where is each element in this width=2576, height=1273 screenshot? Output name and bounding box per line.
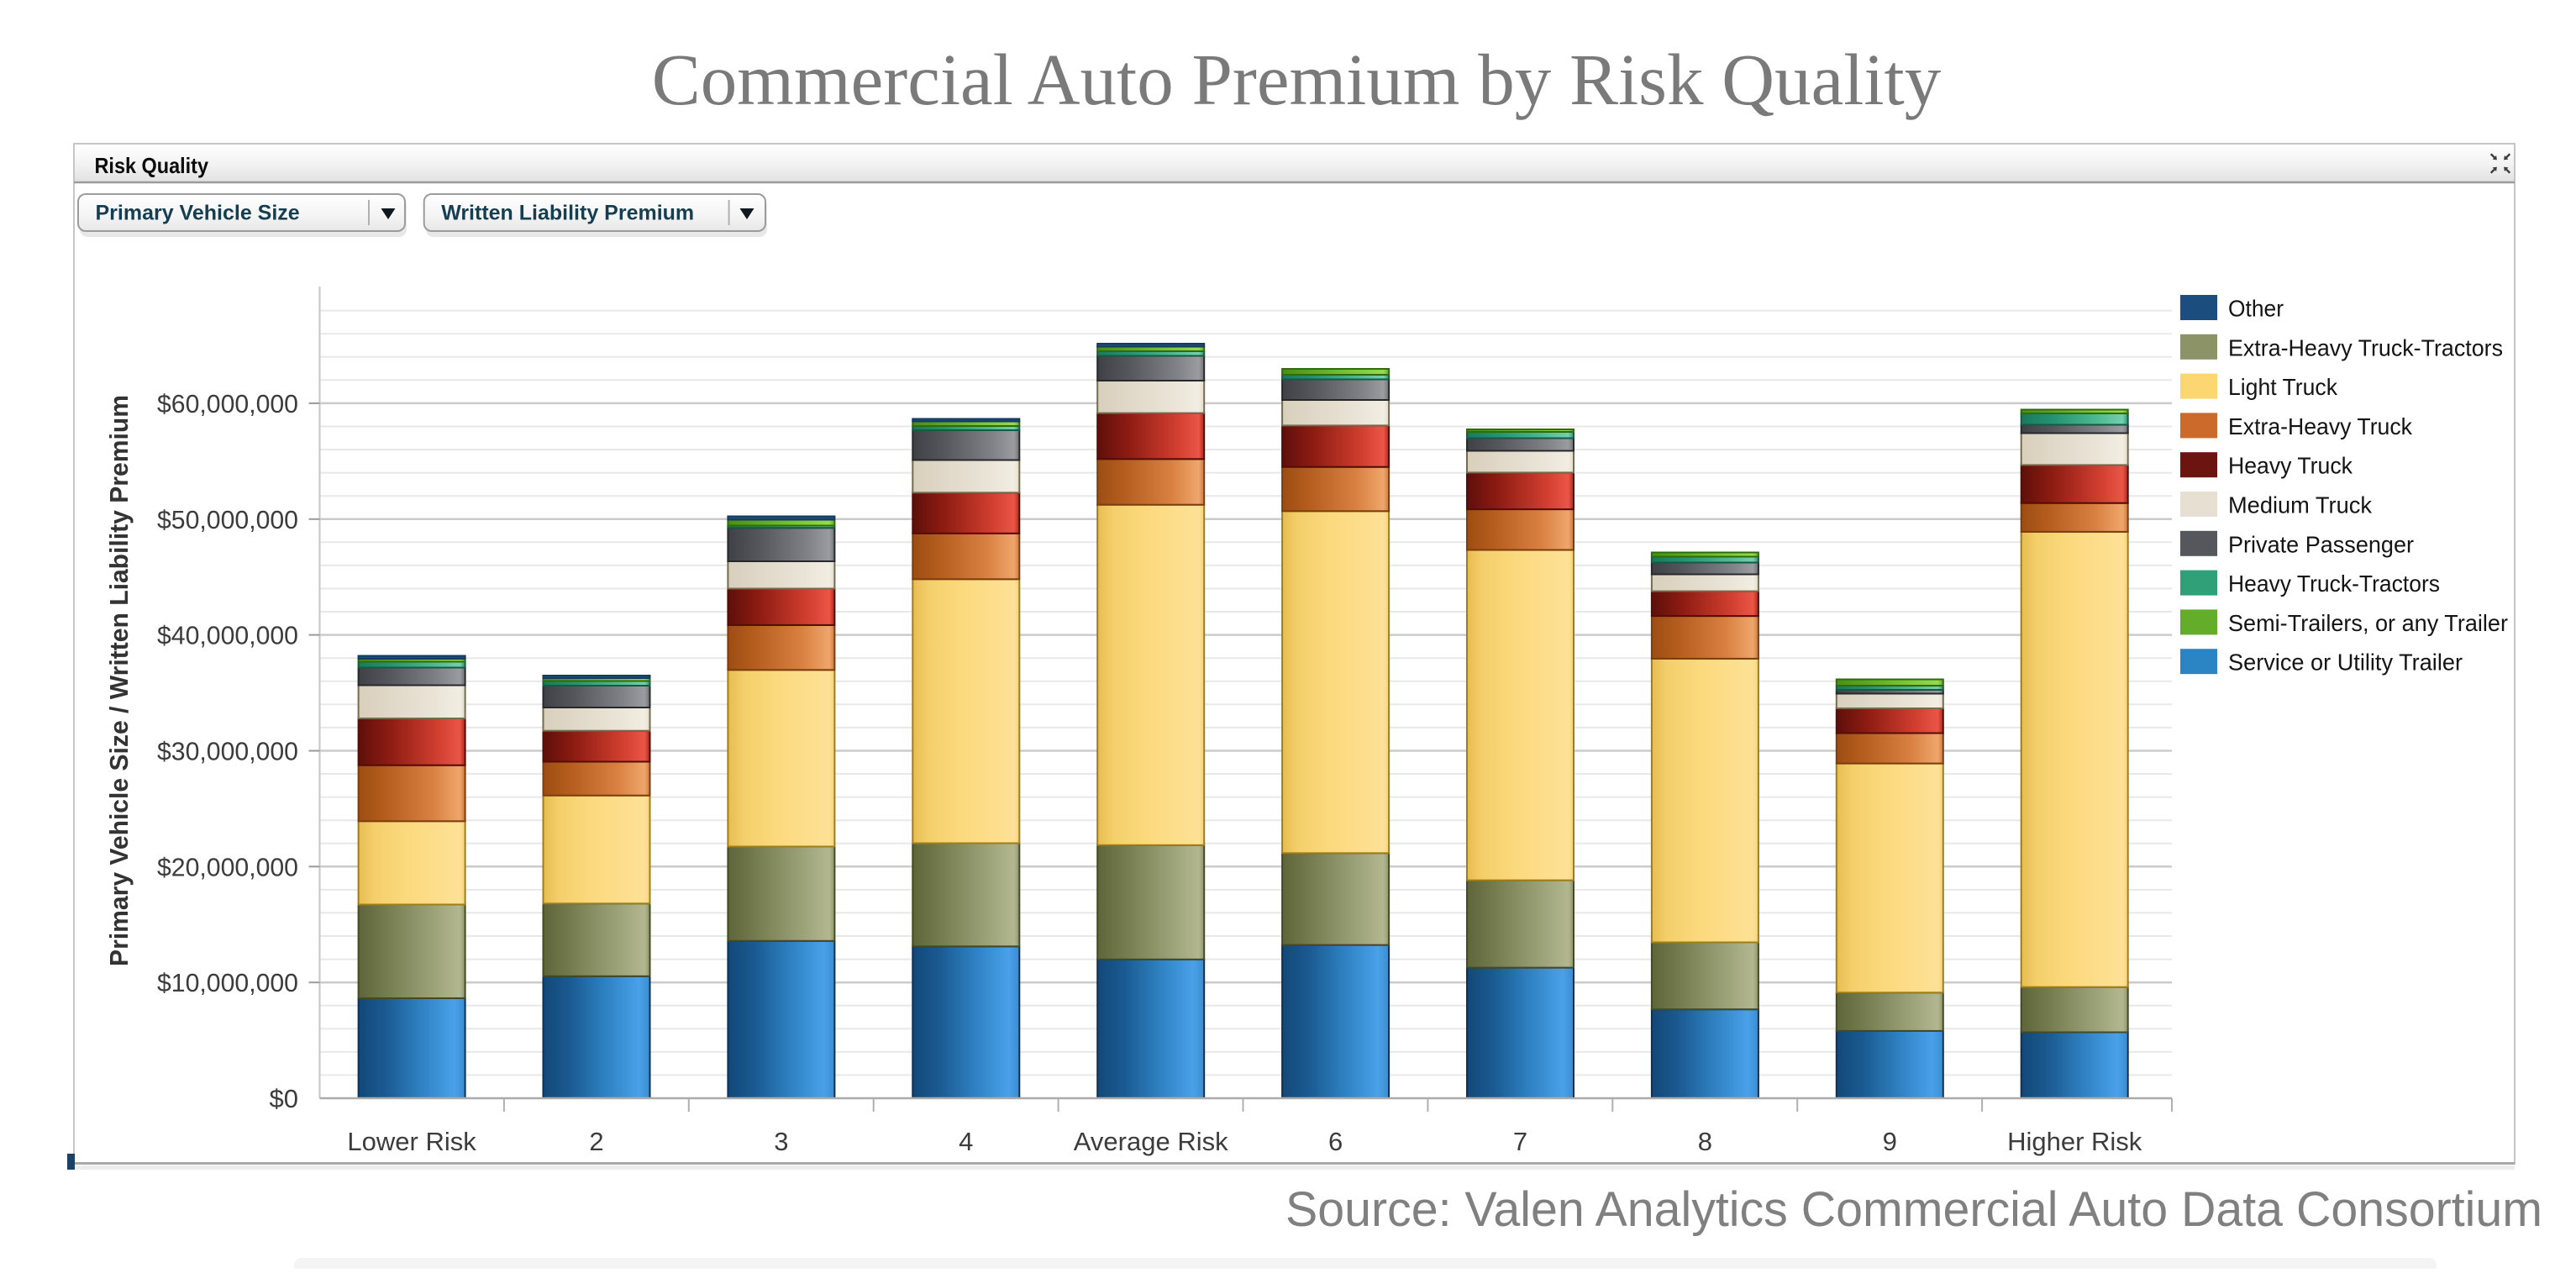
svg-text:7: 7 — [1513, 1127, 1527, 1156]
svg-text:Higher Risk: Higher Risk — [2007, 1127, 2142, 1156]
svg-text:Extra-Heavy Truck-Tractors: Extra-Heavy Truck-Tractors — [2228, 334, 2503, 360]
svg-text:Service or Utility Trailer: Service or Utility Trailer — [2228, 650, 2463, 676]
svg-text:Lower Risk: Lower Risk — [347, 1127, 476, 1156]
svg-text:$50,000,000: $50,000,000 — [157, 505, 298, 534]
svg-text:Risk Quality: Risk Quality — [95, 153, 209, 178]
svg-text:Medium Truck: Medium Truck — [2228, 492, 2373, 518]
svg-text:$0: $0 — [270, 1084, 298, 1113]
svg-text:Private Passenger: Private Passenger — [2228, 531, 2414, 557]
svg-text:$10,000,000: $10,000,000 — [157, 968, 298, 997]
svg-text:Primary Vehicle Size: Primary Vehicle Size — [96, 202, 300, 225]
svg-text:Light Truck: Light Truck — [2228, 374, 2338, 400]
svg-text:$40,000,000: $40,000,000 — [157, 621, 298, 650]
svg-text:Heavy Truck-Tractors: Heavy Truck-Tractors — [2228, 571, 2440, 597]
svg-text:Other: Other — [2228, 296, 2284, 322]
svg-text:4: 4 — [959, 1127, 973, 1156]
svg-text:$30,000,000: $30,000,000 — [157, 737, 298, 766]
svg-text:Semi-Trailers, or any Trailer: Semi-Trailers, or any Trailer — [2228, 610, 2508, 636]
svg-text:Average Risk: Average Risk — [1074, 1127, 1228, 1156]
svg-text:Commercial Auto Premium by Ris: Commercial Auto Premium by Risk Quality — [652, 39, 1942, 120]
svg-text:6: 6 — [1328, 1127, 1343, 1156]
svg-text:2: 2 — [589, 1127, 603, 1156]
svg-text:Source: Valen Analytics Commer: Source: Valen Analytics Commercial Auto … — [1285, 1182, 2542, 1237]
svg-text:$20,000,000: $20,000,000 — [157, 852, 298, 881]
svg-text:9: 9 — [1883, 1127, 1897, 1156]
svg-text:Heavy Truck: Heavy Truck — [2228, 453, 2353, 479]
svg-text:Primary Vehicle Size / Written: Primary Vehicle Size / Written Liability… — [104, 395, 134, 966]
svg-text:$60,000,000: $60,000,000 — [157, 389, 298, 418]
svg-text:3: 3 — [774, 1127, 788, 1156]
svg-text:Extra-Heavy Truck: Extra-Heavy Truck — [2228, 413, 2413, 439]
svg-text:8: 8 — [1698, 1127, 1712, 1156]
svg-text:Written Liability Premium: Written Liability Premium — [441, 202, 694, 225]
